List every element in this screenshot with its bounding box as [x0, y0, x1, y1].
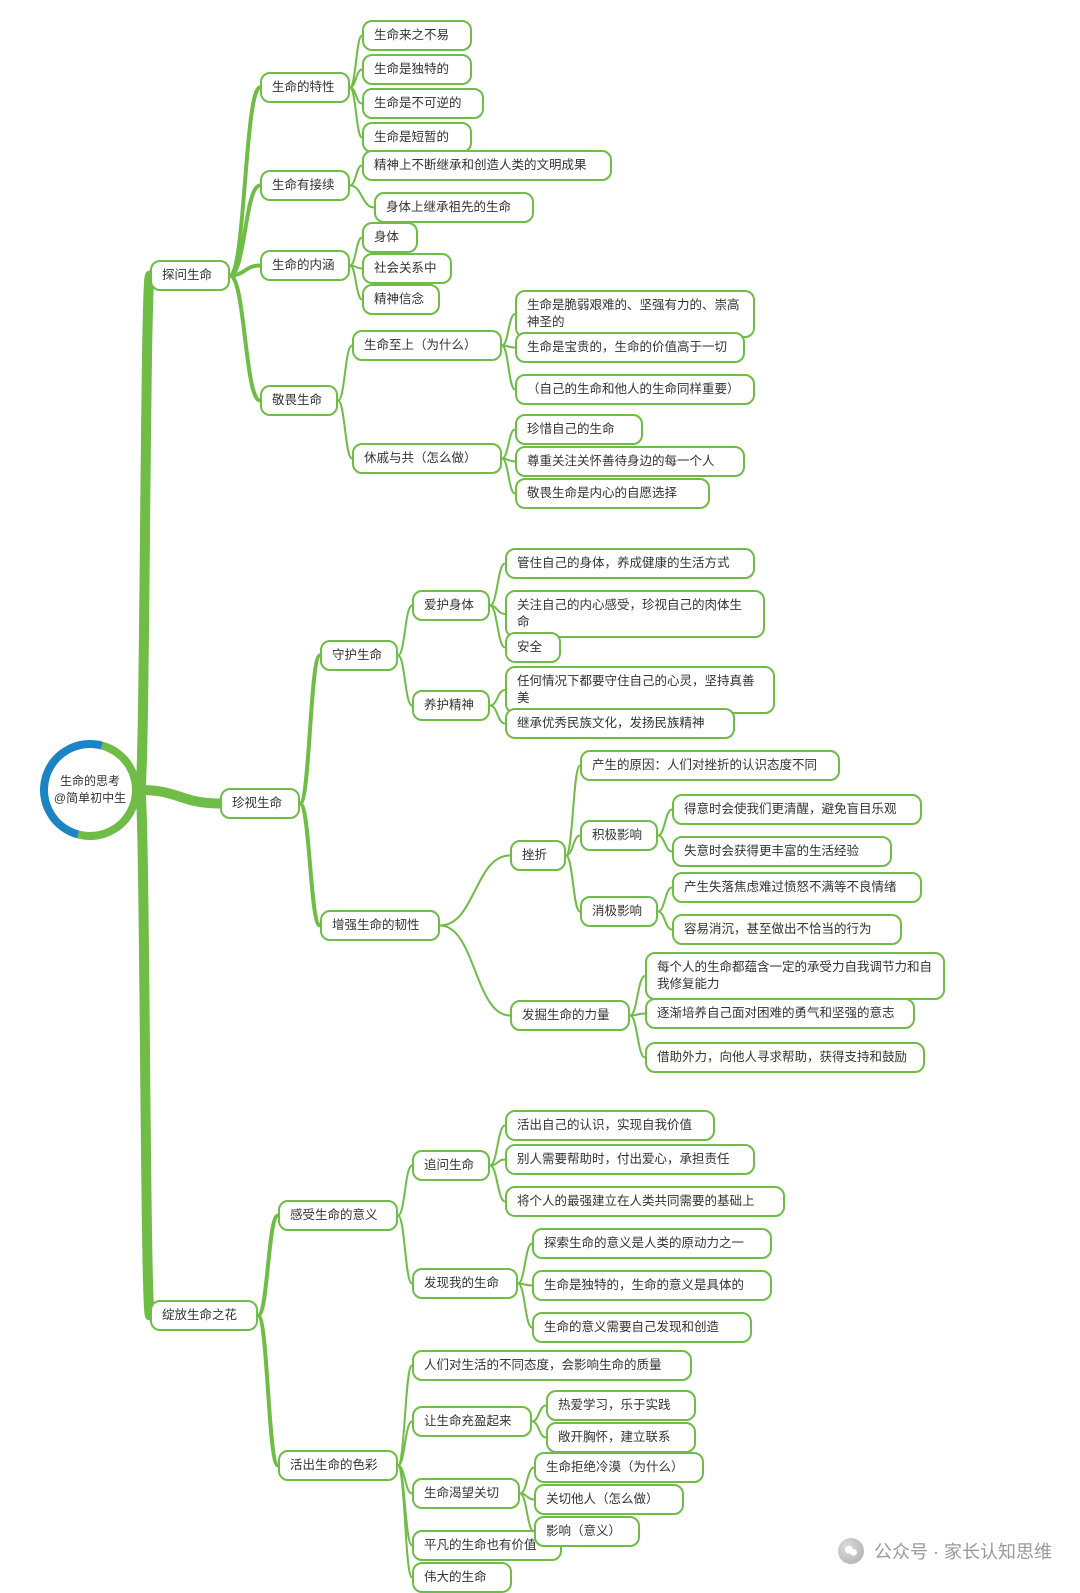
mindmap-node: 将个人的最强建立在人类共同需要的基础上 [505, 1186, 785, 1217]
mindmap-node: 追问生命 [412, 1150, 490, 1181]
mindmap-node: 产生的原因：人们对挫折的认识态度不同 [580, 750, 840, 781]
mindmap-node: 影响（意义） [534, 1516, 640, 1547]
mindmap-node: 任何情况下都要守住自己的心灵，坚持真善美 [505, 666, 775, 714]
mindmap-node: 活出生命的色彩 [278, 1450, 398, 1481]
mindmap-node: 休戚与共（怎么做） [352, 443, 502, 474]
mindmap-node: 生命是脆弱艰难的、坚强有力的、崇高神圣的 [515, 290, 755, 338]
mindmap-node: 增强生命的韧性 [320, 910, 440, 941]
root-title: 生命的思考 [60, 774, 120, 788]
mindmap-node: 守护生命 [320, 640, 398, 671]
mindmap-node: 生命的内涵 [260, 250, 350, 281]
mindmap-node: 敬畏生命是内心的自愿选择 [515, 478, 710, 509]
mindmap-node: 安全 [505, 632, 561, 663]
mindmap-node: 逐渐培养自己面对困难的勇气和坚强的意志 [645, 998, 915, 1029]
wechat-icon [838, 1538, 864, 1564]
mindmap-node: 容易消沉，甚至做出不恰当的行为 [672, 914, 902, 945]
mindmap-node: 生命拒绝冷漠（为什么） [534, 1452, 704, 1483]
mindmap-node: 别人需要帮助时，付出爱心，承担责任 [505, 1144, 755, 1175]
mindmap-node: 失意时会获得更丰富的生活经验 [672, 836, 892, 867]
mindmap-node: 探问生命 [150, 260, 230, 291]
mindmap-node: 人们对生活的不同态度，会影响生命的质量 [412, 1350, 692, 1381]
mindmap-node: 管住自己的身体，养成健康的生活方式 [505, 548, 755, 579]
mindmap-node: 活出自己的认识，实现自我价值 [505, 1110, 715, 1141]
mindmap-node: 生命是短暂的 [362, 122, 472, 153]
mindmap-node: 敬畏生命 [260, 385, 338, 416]
mindmap-node: 关注自己的内心感受，珍视自己的肉体生命 [505, 590, 765, 638]
mindmap-node: 关切他人（怎么做） [534, 1484, 684, 1515]
mindmap-node: 精神信念 [362, 284, 440, 315]
mindmap-node: 继承优秀民族文化，发扬民族精神 [505, 708, 735, 739]
watermark-text: 公众号 · 家长认知思维 [874, 1538, 1052, 1564]
mindmap-node: 精神上不断继承和创造人类的文明成果 [362, 150, 612, 181]
mindmap-node: 生命是独特的 [362, 54, 472, 85]
mindmap-node: 生命是独特的，生命的意义是具体的 [532, 1270, 772, 1301]
mindmap-node: 生命的意义需要自己发现和创造 [532, 1312, 752, 1343]
mindmap-node: 探索生命的意义是人类的原动力之一 [532, 1228, 772, 1259]
root-subtitle: @简单初中生 [54, 791, 126, 805]
mindmap-node: 生命是不可逆的 [362, 88, 484, 119]
mindmap-node: 发掘生命的力量 [510, 1000, 630, 1031]
mindmap-node: 养护精神 [412, 690, 490, 721]
mindmap-node: 伟大的生命 [412, 1562, 512, 1593]
mindmap-node: 爱护身体 [412, 590, 490, 621]
mindmap-node: 热爱学习，乐于实践 [546, 1390, 696, 1421]
mindmap-node: （自己的生命和他人的生命同样重要） [515, 374, 755, 405]
mindmap-node: 身体 [362, 222, 418, 253]
mindmap-node: 让生命充盈起来 [412, 1406, 532, 1437]
mindmap-node: 得意时会使我们更清醒，避免盲目乐观 [672, 794, 922, 825]
mindmap-node: 珍惜自己的生命 [515, 414, 643, 445]
watermark: 公众号 · 家长认知思维 [838, 1538, 1052, 1564]
mindmap-node: 社会关系中 [362, 253, 452, 284]
mindmap-node: 敞开胸怀，建立联系 [546, 1422, 696, 1453]
mindmap-node: 生命有接续 [260, 170, 350, 201]
mindmap-node: 生命来之不易 [362, 20, 472, 51]
mindmap-node: 尊重关注关怀善待身边的每一个人 [515, 446, 745, 477]
mindmap-node: 积极影响 [580, 820, 658, 851]
mindmap-node: 生命渴望关切 [412, 1478, 520, 1509]
mindmap-connectors [0, 0, 1080, 1582]
mindmap-node: 生命的特性 [260, 72, 350, 103]
mindmap-node: 身体上继承祖先的生命 [374, 192, 534, 223]
mindmap-node: 生命至上（为什么） [352, 330, 502, 361]
mindmap-node: 绽放生命之花 [150, 1300, 258, 1331]
mindmap-node: 感受生命的意义 [278, 1200, 398, 1231]
mindmap-node: 借助外力，向他人寻求帮助，获得支持和鼓励 [645, 1042, 925, 1073]
mindmap-node: 珍视生命 [220, 788, 300, 819]
mindmap-node: 生命是宝贵的，生命的价值高于一切 [515, 332, 745, 363]
mindmap-node: 每个人的生命都蕴含一定的承受力自我调节力和自我修复能力 [645, 952, 945, 1000]
mindmap-node: 消极影响 [580, 896, 658, 927]
mindmap-node: 挫折 [510, 840, 566, 871]
mindmap-node: 发现我的生命 [412, 1268, 518, 1299]
mindmap-node: 产生失落焦虑难过愤怒不满等不良情绪 [672, 872, 922, 903]
